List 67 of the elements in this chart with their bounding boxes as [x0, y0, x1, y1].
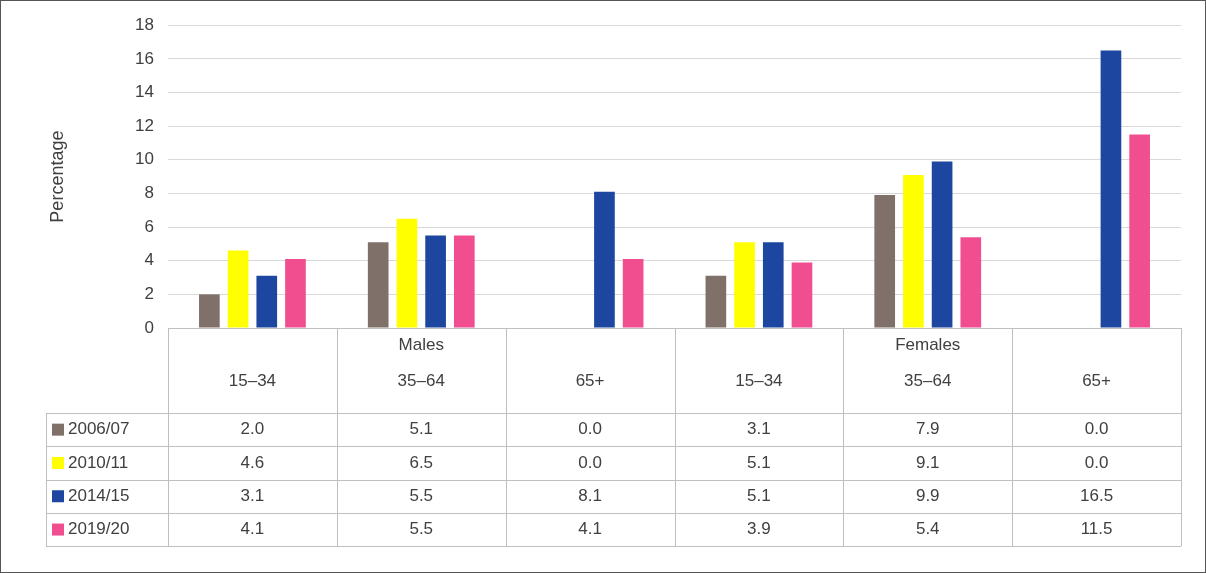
data-label: 9.1: [915, 452, 940, 472]
bar: [791, 262, 813, 328]
x-tick-label: 65+: [575, 370, 605, 390]
data-label: 9.9: [915, 485, 940, 505]
y-tick-label: 6: [144, 216, 154, 236]
y-tick-label: 16: [135, 48, 154, 68]
y-tick-label: 10: [135, 149, 154, 169]
data-label: 8.1: [578, 485, 602, 505]
bar: [1100, 50, 1122, 328]
bar: [762, 242, 784, 328]
data-label: 11.5: [1080, 519, 1113, 539]
data-label: 5.5: [409, 485, 434, 505]
data-label: 3.1: [747, 419, 771, 439]
y-tick-label: 18: [135, 14, 154, 34]
bar: [453, 235, 475, 328]
data-label: 5.1: [747, 452, 771, 472]
x-tick-label: 35–64: [397, 370, 445, 390]
bar: [1129, 134, 1150, 328]
data-label: 3.9: [747, 519, 771, 539]
data-label: 5.1: [409, 419, 434, 439]
data-label: 3.1: [240, 485, 265, 505]
data-label: 5.5: [409, 519, 434, 539]
y-tick-label: 14: [135, 82, 154, 102]
bar: [594, 191, 615, 328]
data-label: 2.0: [240, 419, 265, 439]
y-tick-label: 2: [144, 284, 154, 304]
bar: [903, 174, 924, 328]
bar: [396, 218, 418, 328]
y-tick-label: 0: [144, 317, 154, 337]
data-label: 4.1: [240, 519, 265, 539]
data-label: 0.0: [1084, 419, 1109, 439]
bar: [425, 235, 446, 328]
data-label: 16.5: [1080, 485, 1114, 505]
data-label: 4.1: [578, 519, 602, 539]
legend-label: 2006/07: [68, 419, 130, 439]
y-tick-label: 4: [144, 250, 154, 270]
bar: [931, 161, 953, 328]
text: Females: [895, 334, 961, 354]
x-tick-label: 15–34: [735, 370, 783, 390]
x-tick-label: 15–34: [228, 370, 277, 390]
data-label: 0.0: [578, 419, 602, 439]
data-label: 7.9: [915, 419, 940, 439]
data-label: 4.6: [240, 452, 265, 472]
bar: [367, 242, 389, 328]
data-label: 0.0: [1084, 452, 1109, 472]
x-tick-label: 35–64: [904, 370, 952, 390]
x-tick-label: 65+: [1082, 370, 1112, 390]
data-label: 0.0: [578, 452, 602, 472]
data-label: 5.4: [915, 519, 940, 539]
text: Males: [398, 334, 444, 354]
bar: [705, 275, 727, 328]
data-label: 5.1: [747, 485, 771, 505]
bar: [199, 294, 220, 328]
bar: [227, 250, 249, 328]
bar: [256, 275, 278, 328]
bar: [874, 195, 896, 328]
legend-label: 2014/15: [68, 485, 130, 505]
y-tick-label: 8: [144, 183, 154, 203]
bar: [734, 242, 755, 328]
legend-label: 2010/11: [68, 452, 129, 472]
legend-label: 2019/20: [68, 519, 130, 539]
y-tick-label: 12: [135, 115, 154, 135]
bar: [622, 259, 644, 328]
data-label: 6.5: [409, 452, 434, 472]
bar: [960, 237, 982, 328]
bar: [285, 259, 306, 328]
y-axis-title: Percentage: [46, 130, 67, 223]
